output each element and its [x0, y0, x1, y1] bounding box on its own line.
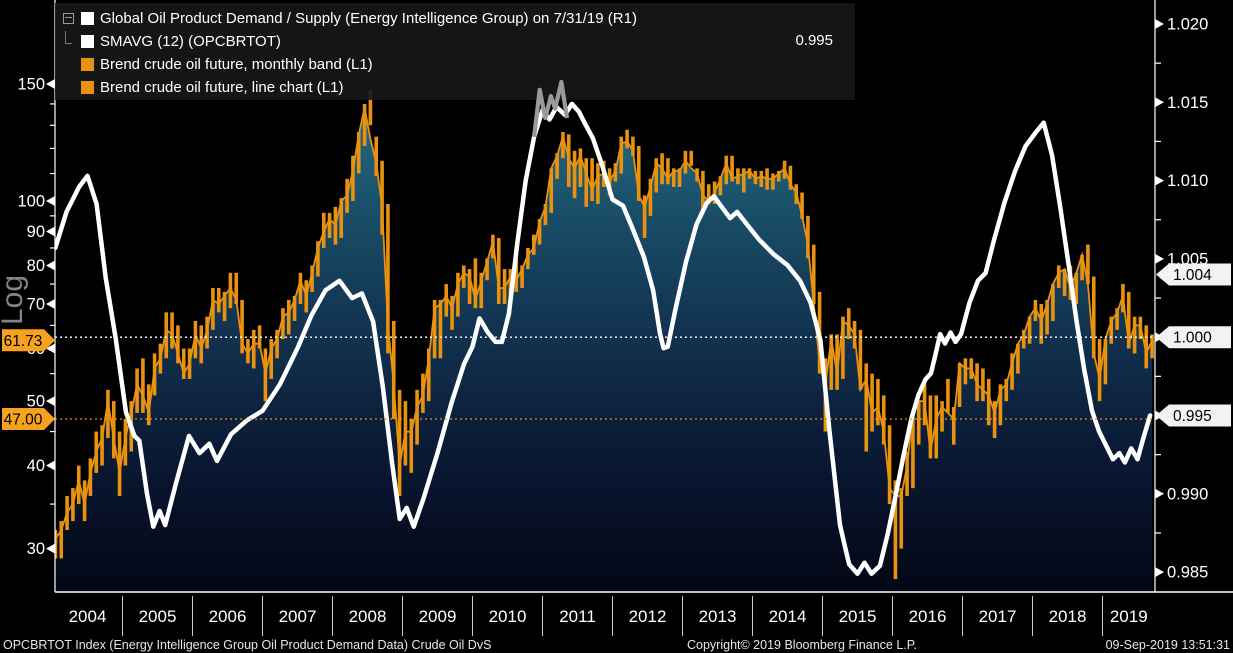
left-axis-tick-label: 100 [17, 193, 45, 211]
year-label: 2012 [629, 607, 667, 626]
x-axis: 2004 2005 2006 2007 2008 2009 2010 2011 2012 2013… [69, 596, 1148, 636]
year-label: 2017 [979, 607, 1017, 626]
legend-series-label: Brend crude oil future, line chart (L1) [100, 79, 344, 96]
right-tick-arrow-icon [1155, 19, 1164, 29]
svg-text:0.995: 0.995 [1173, 408, 1212, 425]
right-axis-tick-label: 1.020 [1167, 16, 1208, 34]
tree-elbow-icon [55, 31, 81, 44]
last-price-tag-left: 61.73 [2, 329, 55, 352]
legend-series-label: SMAVG (12) (OPCBRTOT) [100, 33, 281, 50]
left-axis-tick-label: 50 [27, 393, 45, 411]
ticker-description: OPCBRTOT Index (Energy Intelligence Grou… [3, 638, 492, 652]
left-tick-arrow-icon [46, 299, 55, 310]
right-axis-tick-label: 0.985 [1167, 564, 1208, 582]
year-label: 2010 [489, 607, 527, 626]
svg-text:1.000: 1.000 [1173, 330, 1212, 347]
white-square-icon [81, 12, 94, 25]
chart-legend: Global Oil Product Demand / Supply (Ener… [55, 3, 855, 100]
left-axis-tick-label: 30 [27, 540, 45, 558]
year-label: 2016 [909, 607, 947, 626]
legend-series-last-value: 0.995 [795, 32, 833, 49]
white-square-icon [81, 35, 94, 48]
year-label: 2018 [1049, 607, 1087, 626]
svg-text:61.73: 61.73 [4, 333, 43, 350]
legend-item[interactable]: Brend crude oil future, line chart (L1) [55, 76, 855, 99]
left-axis-tick-label: 150 [17, 76, 45, 94]
left-tick-arrow-icon [46, 543, 55, 554]
year-label: 2015 [839, 607, 877, 626]
legend-series-label: Global Oil Product Demand / Supply (Ener… [100, 10, 637, 27]
left-axis-title: Log [0, 275, 29, 325]
right-tick-arrow-icon [1155, 488, 1164, 499]
year-label: 2007 [279, 607, 317, 626]
year-label: 2019 [1110, 607, 1148, 626]
orange-square-icon [81, 81, 94, 94]
last-price-tag-left: 47.00 [2, 408, 55, 431]
svg-text:47.00: 47.00 [4, 412, 43, 429]
left-tick-arrow-icon [46, 79, 55, 89]
legend-series-label: Brend crude oil future, monthly band (L1… [100, 56, 373, 73]
left-axis-tick-label: 90 [27, 223, 45, 241]
tree-collapse-icon[interactable] [55, 13, 81, 24]
orange-square-icon [81, 58, 94, 71]
left-tick-arrow-icon [46, 343, 55, 354]
smavg-line [55, 101, 1153, 576]
right-tick-arrow-icon [1155, 253, 1164, 264]
legend-item[interactable]: Brend crude oil future, monthly band (L1… [55, 53, 855, 76]
right-axis-tick-label: 0.990 [1167, 485, 1208, 503]
plot-area [55, 89, 1154, 592]
legend-item[interactable]: Global Oil Product Demand / Supply (Ener… [55, 7, 855, 30]
right-axis-tick-label: 1.010 [1167, 172, 1208, 190]
brent-monthly-band-bars [55, 89, 1154, 580]
left-tick-arrow-icon [46, 460, 55, 471]
year-label: 2006 [209, 607, 247, 626]
left-axis: 15010090807060504030Log [0, 76, 55, 558]
year-label: 2013 [699, 607, 737, 626]
axis-value-tag-right: 1.004 [1156, 263, 1231, 286]
status-bar: OPCBRTOT Index (Energy Intelligence Grou… [0, 636, 1233, 653]
right-axis-tick-label: 1.015 [1167, 94, 1208, 112]
svg-text:1.004: 1.004 [1173, 267, 1212, 284]
year-label: 2008 [349, 607, 387, 626]
right-tick-arrow-icon [1155, 567, 1164, 578]
year-label: 2009 [419, 607, 457, 626]
copyright-text: Copyright© 2019 Bloomberg Finance L.P. [687, 638, 917, 652]
axis-value-tag-right: 1.000 [1156, 326, 1231, 349]
left-tick-arrow-icon [46, 196, 55, 207]
left-tick-arrow-icon [46, 260, 55, 271]
axis-value-tag-right: 0.995 [1156, 404, 1231, 427]
left-axis-tick-label: 80 [27, 257, 45, 275]
left-axis-tick-label: 70 [27, 296, 45, 314]
left-tick-arrow-icon [46, 396, 55, 407]
right-tick-arrow-icon [1155, 97, 1164, 108]
right-tick-arrow-icon [1155, 175, 1164, 186]
legend-item[interactable]: SMAVG (12) (OPCBRTOT) 0.995 [55, 30, 855, 53]
year-label: 2005 [139, 607, 177, 626]
year-label: 2004 [69, 607, 107, 626]
year-label: 2011 [559, 607, 596, 626]
year-label: 2014 [769, 607, 807, 626]
left-tick-arrow-icon [46, 226, 55, 237]
left-axis-tick-label: 40 [27, 457, 45, 475]
timestamp: 09-Sep-2019 13:51:31 [1105, 638, 1230, 652]
